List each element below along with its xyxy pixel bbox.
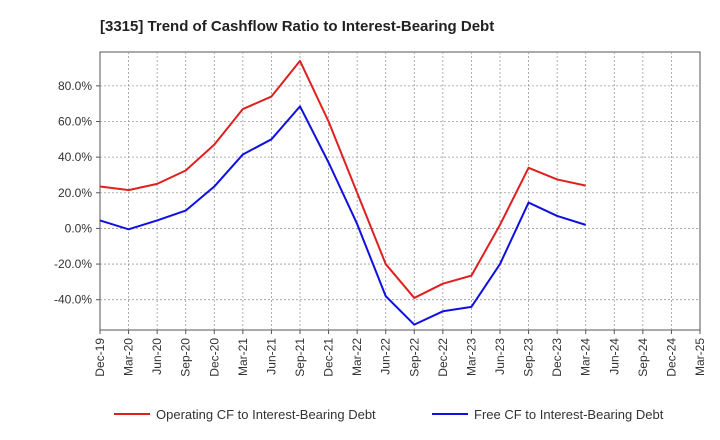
legend-label-2: Free CF to Interest-Bearing Debt xyxy=(474,407,664,422)
x-tick-label: Mar-20 xyxy=(122,338,136,376)
x-axis: Dec-19 Mar-20 Jun-20 Sep-20 Dec-20 Mar-21 Jun-… xyxy=(93,330,707,377)
x-tick-label: Dec-22 xyxy=(436,338,450,377)
series-line-2 xyxy=(99,105,587,326)
plot-area xyxy=(99,51,701,331)
x-tick-label: Mar-25 xyxy=(693,338,707,376)
y-tick-label: 20.0% xyxy=(58,186,92,200)
x-tick-label: Mar-24 xyxy=(579,338,593,376)
y-tick-label: 60.0% xyxy=(58,115,92,129)
x-tick-label: Jun-24 xyxy=(607,338,621,375)
x-tick-label: Mar-23 xyxy=(464,338,478,376)
x-tick-label: Sep-22 xyxy=(407,338,421,377)
x-tick-label: Sep-24 xyxy=(636,338,650,377)
x-tick-label: Dec-23 xyxy=(550,338,564,377)
x-tick-label: Mar-21 xyxy=(236,338,250,376)
x-tick-label: Sep-21 xyxy=(293,338,307,377)
series-lines xyxy=(99,59,587,326)
y-tick-label: -40.0% xyxy=(54,293,92,307)
y-tick-label: -20.0% xyxy=(54,257,92,271)
x-tick-label: Jun-20 xyxy=(150,338,164,375)
x-tick-label: Dec-24 xyxy=(664,338,678,377)
x-tick-label: Dec-20 xyxy=(207,338,221,377)
x-tick-label: Dec-19 xyxy=(93,338,107,377)
y-tick-label: 80.0% xyxy=(58,79,92,93)
legend: Operating CF to Interest-Bearing Debt Fre… xyxy=(114,407,664,422)
x-tick-label: Jun-23 xyxy=(493,338,507,375)
legend-label-1: Operating CF to Interest-Bearing Debt xyxy=(156,407,376,422)
x-tick-label: Sep-23 xyxy=(522,338,536,377)
y-tick-label: 0.0% xyxy=(65,221,93,235)
x-tick-label: Dec-21 xyxy=(322,338,336,377)
series-line-1 xyxy=(99,59,586,299)
x-tick-label: Mar-22 xyxy=(350,338,364,376)
x-tick-label: Sep-20 xyxy=(179,338,193,377)
x-tick-label: Jun-22 xyxy=(379,338,393,375)
y-tick-label: 40.0% xyxy=(58,150,92,164)
chart-title: [3315] Trend of Cashflow Ratio to Intere… xyxy=(100,18,494,35)
y-axis: -40.0% -20.0% 0.0% 20.0% 40.0% 60.0% 80.0% xyxy=(54,79,100,307)
x-tick-label: Jun-21 xyxy=(264,338,278,375)
